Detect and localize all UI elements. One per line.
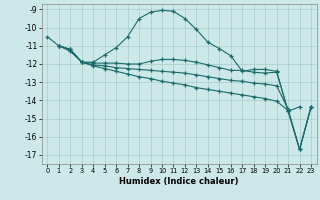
- X-axis label: Humidex (Indice chaleur): Humidex (Indice chaleur): [119, 177, 239, 186]
